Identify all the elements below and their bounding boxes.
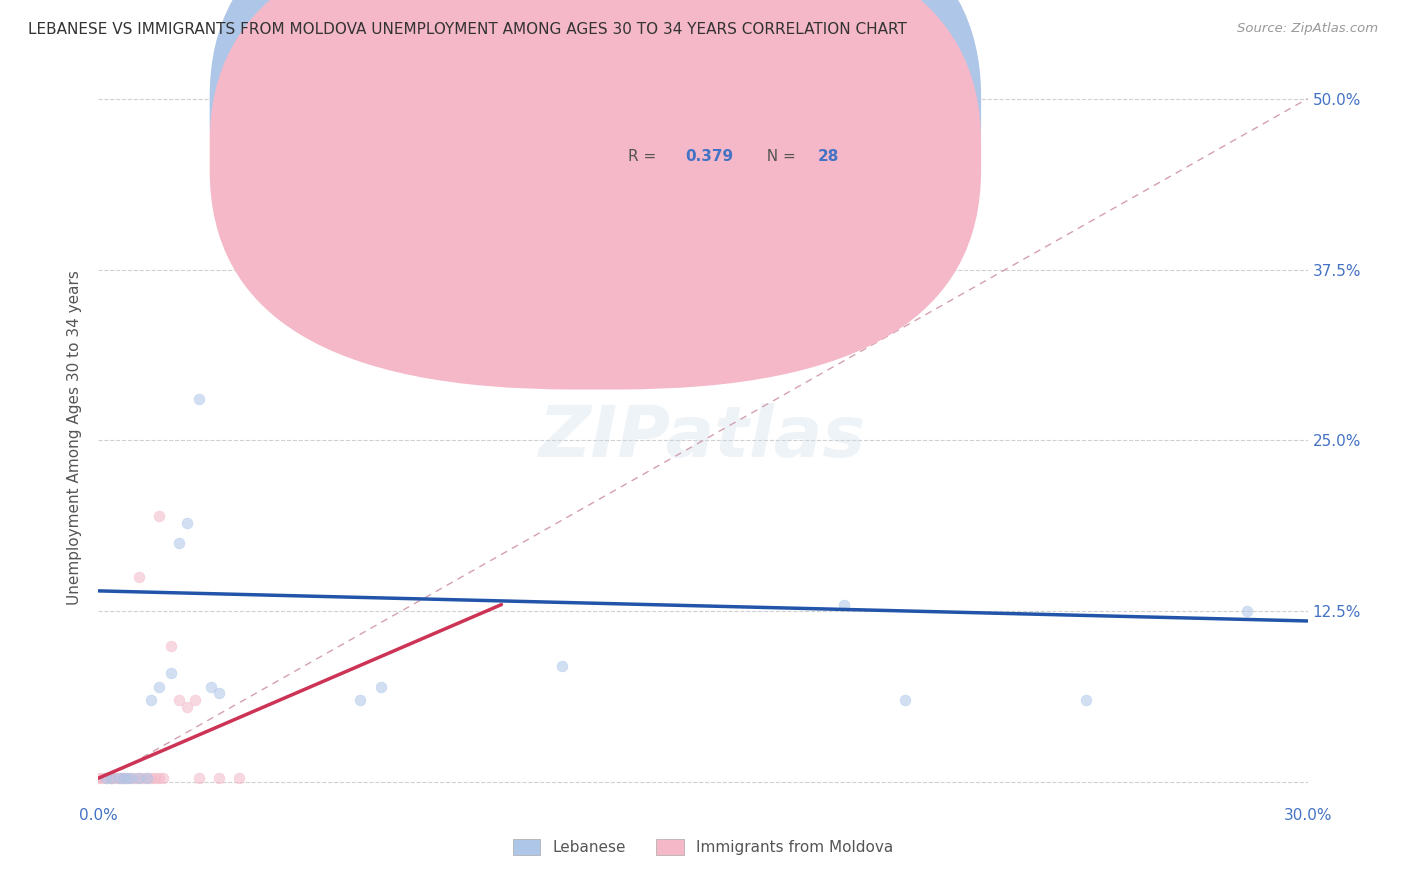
Point	[184, 693, 207, 707]
Point	[100, 771, 122, 785]
Point	[87, 771, 110, 785]
Point	[139, 693, 162, 707]
Point	[120, 771, 142, 785]
Point	[148, 508, 170, 523]
Point	[176, 700, 198, 714]
FancyBboxPatch shape	[209, 0, 981, 390]
Text: R =: R =	[628, 103, 661, 118]
Point	[152, 771, 174, 785]
Point	[139, 771, 162, 785]
Point	[148, 680, 170, 694]
Point	[135, 771, 157, 785]
Legend: Lebanese, Immigrants from Moldova: Lebanese, Immigrants from Moldova	[506, 833, 900, 861]
Text: R =: R =	[628, 149, 661, 164]
Point	[188, 392, 211, 407]
Point	[96, 771, 118, 785]
Point	[176, 516, 198, 530]
Point	[111, 771, 134, 785]
Point	[208, 771, 231, 785]
Point	[188, 771, 211, 785]
Text: N =: N =	[758, 103, 801, 118]
FancyBboxPatch shape	[546, 78, 908, 192]
Point	[1236, 604, 1258, 618]
Point	[893, 693, 915, 707]
Text: N =: N =	[758, 149, 801, 164]
Point	[107, 771, 129, 785]
Text: ZIPatlas: ZIPatlas	[540, 402, 866, 472]
Point	[128, 771, 150, 785]
Point	[115, 771, 138, 785]
Text: 28: 28	[818, 149, 839, 164]
Point	[124, 771, 146, 785]
Text: 0.379: 0.379	[685, 149, 733, 164]
Point	[91, 771, 114, 785]
Text: -0.051: -0.051	[685, 103, 740, 118]
Point	[160, 639, 183, 653]
Point	[135, 771, 157, 785]
Point	[160, 665, 183, 680]
Text: Source: ZipAtlas.com: Source: ZipAtlas.com	[1237, 22, 1378, 36]
Point	[1074, 693, 1097, 707]
Text: LEBANESE VS IMMIGRANTS FROM MOLDOVA UNEMPLOYMENT AMONG AGES 30 TO 34 YEARS CORRE: LEBANESE VS IMMIGRANTS FROM MOLDOVA UNEM…	[28, 22, 907, 37]
Point	[100, 771, 122, 785]
FancyBboxPatch shape	[209, 0, 981, 343]
Point	[200, 680, 222, 694]
Point	[103, 771, 125, 785]
Y-axis label: Unemployment Among Ages 30 to 34 years: Unemployment Among Ages 30 to 34 years	[67, 269, 83, 605]
Point	[96, 771, 118, 785]
Point	[370, 680, 392, 694]
Point	[107, 771, 129, 785]
Point	[100, 771, 122, 785]
Text: 20: 20	[818, 103, 839, 118]
Point	[167, 693, 190, 707]
Point	[115, 771, 138, 785]
Point	[132, 771, 155, 785]
Point	[228, 771, 250, 785]
Point	[111, 771, 134, 785]
Point	[167, 536, 190, 550]
Point	[128, 570, 150, 584]
Point	[208, 686, 231, 700]
Point	[120, 771, 142, 785]
Point	[832, 598, 855, 612]
Point	[143, 771, 166, 785]
Point	[128, 771, 150, 785]
Point	[349, 693, 371, 707]
Point	[111, 771, 134, 785]
Point	[148, 771, 170, 785]
Point	[551, 659, 574, 673]
